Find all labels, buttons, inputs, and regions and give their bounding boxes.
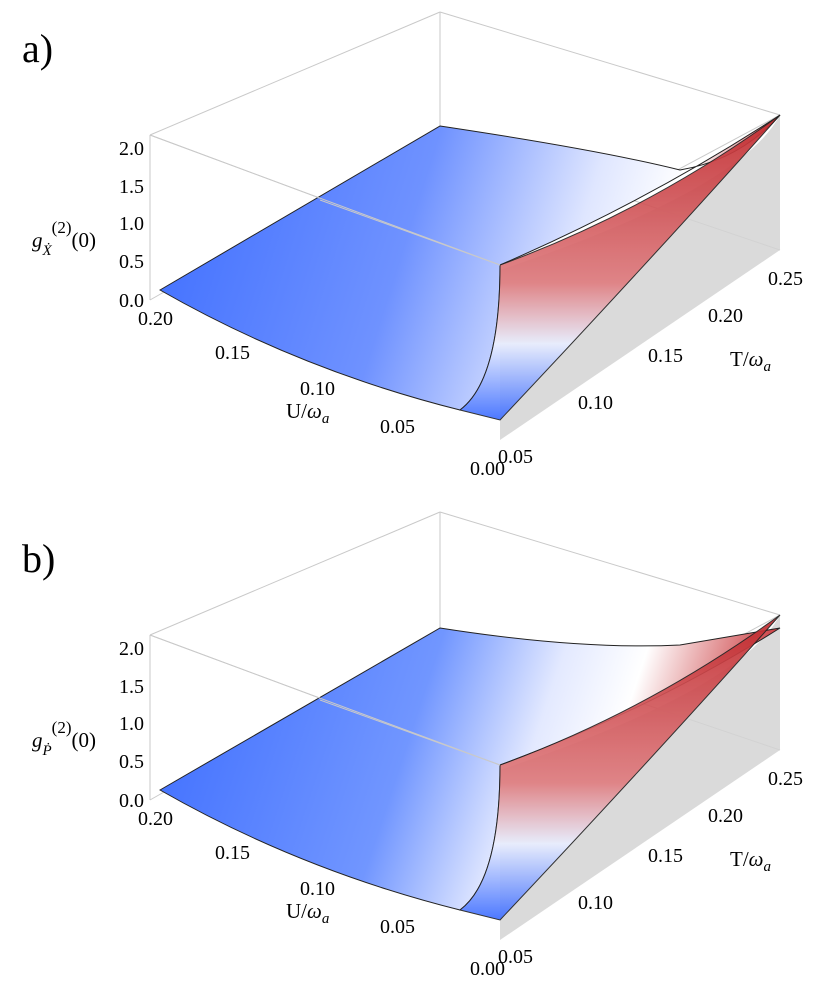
box-edge bbox=[149, 634, 501, 766]
z-tick-label: 0.0 bbox=[119, 290, 144, 312]
u-tick-label: 0.00 bbox=[470, 958, 505, 980]
surface-top bbox=[159, 114, 781, 411]
side-wall bbox=[500, 615, 780, 940]
t-tick-label: 0.15 bbox=[648, 345, 683, 367]
panel-a: a)0.00.51.01.52.00.200.150.100.050.000.0… bbox=[22, 11, 803, 480]
t-tick-label: 0.10 bbox=[578, 392, 613, 414]
u-tick-label: 0.15 bbox=[215, 342, 250, 364]
t-axis-label-sub: a bbox=[764, 359, 772, 375]
z-tick-label: 1.0 bbox=[119, 713, 144, 735]
panel-b: b)0.00.51.01.52.00.200.150.100.050.000.0… bbox=[22, 511, 803, 980]
u-axis-label-greek: ω bbox=[307, 899, 322, 923]
t-tick-label: 0.15 bbox=[648, 845, 683, 867]
u-tick-label: 0.10 bbox=[300, 878, 335, 900]
z-tick-label: 0.5 bbox=[119, 751, 144, 773]
t-axis-label-sub: a bbox=[764, 859, 772, 875]
u-axis-label-sub: a bbox=[322, 911, 330, 927]
surface-front bbox=[458, 114, 781, 421]
t-tick-label: 0.20 bbox=[708, 305, 743, 327]
z-axis-label-tail: (0) bbox=[72, 728, 97, 752]
z-axis-label: gẊ (2)(0) bbox=[32, 218, 96, 259]
z-tick-label: 2.0 bbox=[119, 638, 144, 660]
box-edge bbox=[149, 511, 441, 636]
z-axis-label-sub: Ṗ bbox=[42, 743, 52, 759]
u-tick-label: 0.20 bbox=[138, 808, 173, 830]
u-tick-label: 0.00 bbox=[470, 458, 505, 480]
z-tick-label: 0.5 bbox=[119, 251, 144, 273]
t-axis-label-greek: ω bbox=[749, 847, 764, 871]
z-axis-label-base: g bbox=[32, 728, 43, 752]
t-axis-label-base: T/ bbox=[730, 347, 749, 371]
side-wall bbox=[500, 115, 780, 440]
u-tick-label: 0.20 bbox=[138, 308, 173, 330]
z-tick-label: 1.5 bbox=[119, 676, 144, 698]
z-axis-label: gṖ(2)(0) bbox=[32, 718, 96, 759]
box-edge bbox=[439, 11, 781, 116]
t-axis-label: T/ωa bbox=[730, 347, 771, 375]
z-axis-label-base: g bbox=[32, 228, 43, 252]
z-axis-label-sup: (2) bbox=[52, 218, 72, 237]
t-tick-label: 0.20 bbox=[708, 805, 743, 827]
t-tick-label: 0.25 bbox=[768, 268, 803, 290]
u-axis-label-greek: ω bbox=[307, 399, 322, 423]
t-axis-label-greek: ω bbox=[749, 347, 764, 371]
z-axis-label-tail: (0) bbox=[72, 228, 97, 252]
panel-label: b) bbox=[22, 536, 55, 581]
z-tick-label: 1.0 bbox=[119, 213, 144, 235]
u-tick-label: 0.10 bbox=[300, 378, 335, 400]
u-tick-label: 0.15 bbox=[215, 842, 250, 864]
u-axis-label: U/ωa bbox=[286, 899, 329, 927]
u-axis-label-base: U/ bbox=[286, 399, 307, 423]
t-tick-label: 0.25 bbox=[768, 768, 803, 790]
box-edge bbox=[149, 134, 501, 266]
z-axis-label-sup: (2) bbox=[52, 718, 72, 737]
t-tick-label: 0.05 bbox=[498, 946, 533, 968]
surface-front bbox=[458, 614, 781, 921]
box-edge bbox=[439, 511, 781, 616]
box-edge bbox=[319, 699, 501, 766]
z-tick-label: 0.0 bbox=[119, 790, 144, 812]
u-axis-label-base: U/ bbox=[286, 899, 307, 923]
z-tick-label: 1.5 bbox=[119, 176, 144, 198]
u-axis-label-sub: a bbox=[322, 411, 330, 427]
u-tick-label: 0.05 bbox=[380, 916, 415, 938]
t-tick-label: 0.10 bbox=[578, 892, 613, 914]
panel-label: a) bbox=[22, 26, 53, 71]
u-axis-label: U/ωa bbox=[286, 399, 329, 427]
box-edge bbox=[319, 199, 501, 266]
box-edge bbox=[149, 11, 441, 136]
u-tick-label: 0.05 bbox=[380, 416, 415, 438]
z-axis-label-sub: Ẋ bbox=[42, 243, 53, 259]
t-axis-label-base: T/ bbox=[730, 847, 749, 871]
z-tick-label: 2.0 bbox=[119, 138, 144, 160]
t-tick-label: 0.05 bbox=[498, 446, 533, 468]
t-axis-label: T/ωa bbox=[730, 847, 771, 875]
